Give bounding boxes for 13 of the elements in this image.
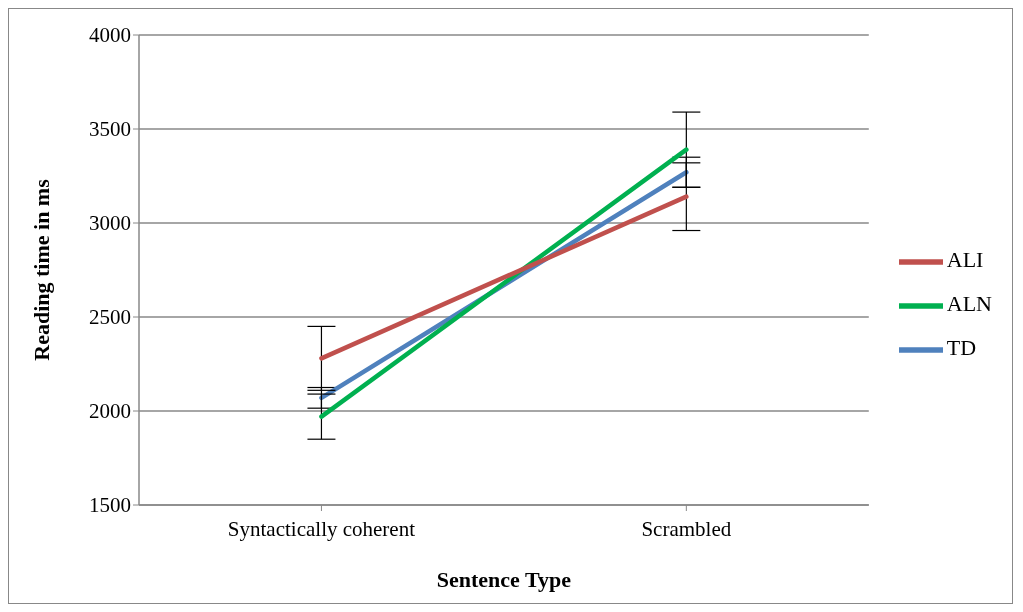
- y-tick-label: 4000: [89, 23, 131, 48]
- x-tick-label: Syntactically coherent: [227, 516, 416, 541]
- y-tick-label: 1500: [89, 493, 131, 518]
- legend-label: ALN: [946, 291, 992, 317]
- y-tick-label: 3000: [89, 211, 131, 236]
- y-tick-label: 2500: [89, 305, 131, 330]
- x-axis-title: Sentence Type: [436, 567, 572, 592]
- y-tick-label: 2000: [89, 399, 131, 424]
- legend-label: TD: [946, 335, 977, 361]
- x-tick-label: Scrambled: [641, 516, 732, 541]
- legend-label: ALI: [946, 247, 984, 273]
- y-tick-label: 3500: [89, 117, 131, 142]
- y-axis-title: Reading time in ms: [28, 178, 54, 361]
